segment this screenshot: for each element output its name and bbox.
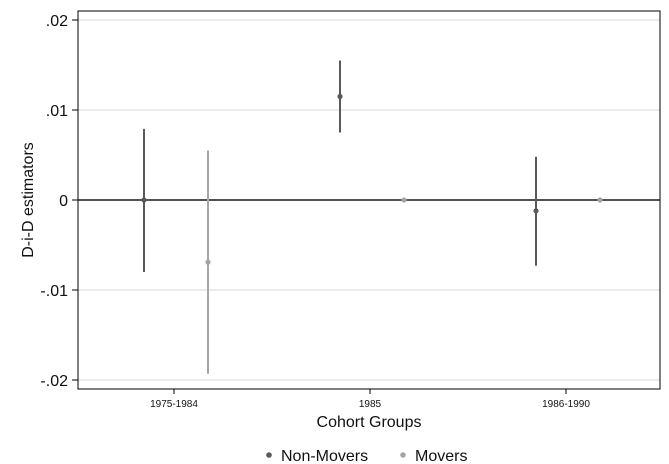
data-point (533, 208, 539, 214)
y-axis-label: D-i-D estimators (20, 142, 37, 258)
data-point (205, 259, 211, 265)
legend-marker (266, 452, 272, 458)
y-tick-label: -.02 (40, 373, 68, 390)
legend-marker (400, 452, 406, 458)
y-tick-label: -.01 (40, 283, 68, 300)
data-point (401, 197, 407, 203)
legend-label: Movers (415, 448, 467, 464)
data-point (141, 197, 147, 203)
legend-label: Non-Movers (281, 448, 368, 464)
x-tick-label: 1985 (359, 399, 382, 410)
legend: Non-Movers Movers (266, 448, 467, 464)
y-tick-label: 0 (59, 193, 68, 210)
x-axis-label: Cohort Groups (317, 414, 422, 431)
x-axis: 1975-1984 1985 1986-1990 (150, 389, 590, 410)
data-point (337, 93, 343, 100)
x-tick-label: 1975-1984 (150, 399, 198, 410)
gridlines (78, 19, 660, 381)
y-axis: .02 .01 0 -.01 -.02 (40, 13, 78, 390)
y-tick-label: .02 (46, 13, 68, 30)
y-tick-label: .01 (46, 103, 68, 120)
data-marks (141, 60, 603, 374)
data-point (597, 197, 603, 203)
x-tick-label: 1986-1990 (542, 399, 590, 410)
